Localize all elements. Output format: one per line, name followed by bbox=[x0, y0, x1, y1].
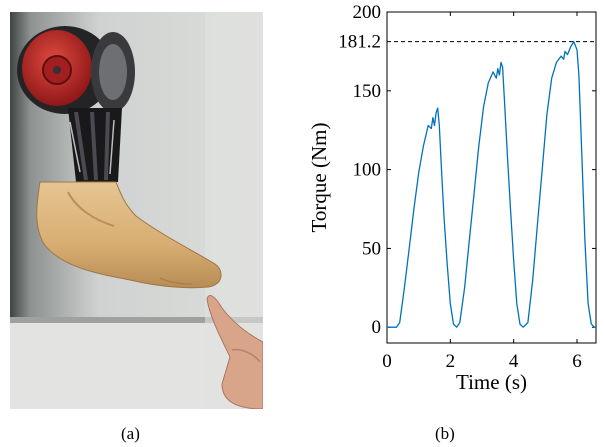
panel-b-caption: (b) bbox=[435, 424, 455, 443]
prosthetic-foot bbox=[36, 181, 222, 289]
y-tick-label: 200 bbox=[353, 2, 382, 23]
x-tick-label: 0 bbox=[382, 351, 392, 372]
finger-hand bbox=[206, 295, 263, 409]
foot-contour bbox=[67, 191, 115, 227]
strut-bar bbox=[74, 111, 88, 181]
strut-bar bbox=[104, 111, 110, 181]
y-tick-label: 150 bbox=[353, 81, 382, 102]
cable bbox=[109, 119, 115, 175]
y-tick-label: 100 bbox=[353, 160, 382, 181]
prosthetic-foot-photo bbox=[10, 12, 263, 409]
foot-toe-line bbox=[159, 277, 193, 285]
peak-reference-label: 181.2 bbox=[338, 32, 381, 53]
chart-plot-group: 0 2 4 6 0 50 100 150 200 181.2 Time (s) Torque (Nm) bbox=[307, 2, 597, 394]
knuckle-line bbox=[231, 348, 261, 363]
board-edge bbox=[10, 317, 263, 323]
y-axis-label: Torque (Nm) bbox=[307, 123, 331, 233]
y-tick-label: 50 bbox=[362, 238, 381, 259]
plot-frame bbox=[386, 11, 597, 344]
panel-a-caption: (a) bbox=[121, 424, 140, 443]
motor-axle bbox=[53, 66, 61, 74]
strut-bar bbox=[90, 111, 98, 181]
rear-motor-ring bbox=[99, 44, 127, 100]
cable bbox=[69, 121, 81, 173]
x-tick-label: 4 bbox=[509, 351, 519, 372]
torque-series-line bbox=[387, 40, 596, 328]
x-axis-label: Time (s) bbox=[456, 370, 527, 394]
x-tick-label: 2 bbox=[446, 351, 456, 372]
y-tick-label: 0 bbox=[372, 317, 382, 338]
x-tick-label: 6 bbox=[572, 351, 582, 372]
